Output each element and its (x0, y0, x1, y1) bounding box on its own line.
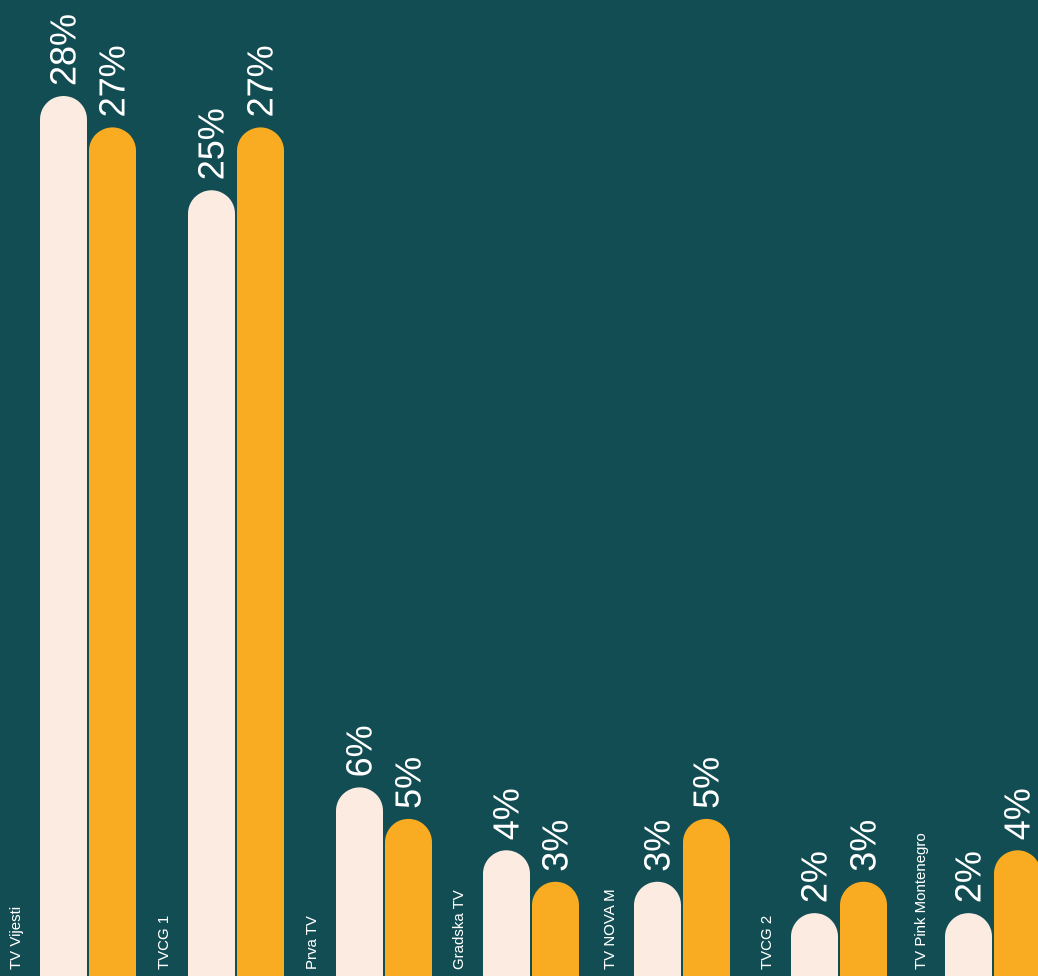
bar-series-2 (89, 127, 136, 976)
bar-series-1 (483, 850, 530, 976)
bar-series-2 (532, 881, 579, 976)
value-label: 5% (686, 757, 727, 809)
category-label: TV Vijesti (7, 907, 24, 970)
value-label: 5% (388, 757, 429, 809)
bar-series-2 (237, 127, 284, 976)
bar-series-1 (791, 913, 838, 976)
category-label: TV NOVA M (601, 889, 618, 970)
value-label: 27% (240, 45, 281, 117)
value-label: 25% (191, 108, 232, 180)
value-label: 4% (997, 788, 1038, 840)
category-label: TVCG 2 (758, 916, 775, 970)
bar-series-2 (994, 850, 1038, 976)
value-label: 2% (948, 851, 989, 903)
category-label: TVCG 1 (155, 916, 172, 970)
value-label: 3% (637, 820, 678, 872)
value-label: 27% (92, 45, 133, 117)
value-label: 3% (535, 820, 576, 872)
bar-series-2 (385, 818, 432, 976)
bar-series-1 (40, 96, 87, 976)
value-label: 6% (339, 725, 380, 777)
value-label: 2% (794, 851, 835, 903)
bar-series-2 (683, 818, 730, 976)
category-label: Prva TV (303, 916, 320, 970)
bar-series-1 (336, 787, 383, 976)
value-label: 3% (843, 820, 884, 872)
bar-series-1 (945, 913, 992, 976)
value-label: 28% (43, 14, 84, 86)
value-label: 4% (486, 788, 527, 840)
category-label: TV Pink Montenegro (912, 833, 929, 970)
bar-series-1 (634, 881, 681, 976)
bar-series-2 (840, 881, 887, 976)
bar-series-1 (188, 190, 235, 976)
category-label: Gradska TV (450, 890, 467, 970)
